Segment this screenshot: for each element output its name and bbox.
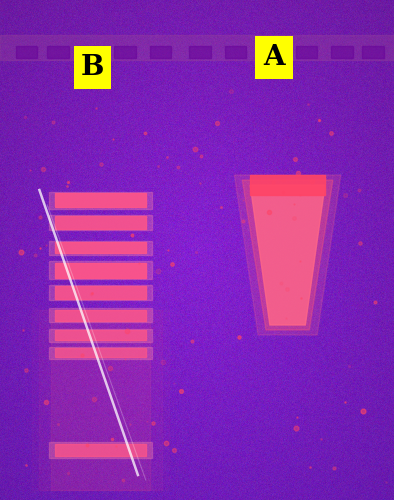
Bar — [225, 46, 246, 58]
Bar — [55, 193, 146, 207]
Polygon shape — [242, 180, 333, 330]
Bar — [32, 310, 169, 490]
Polygon shape — [234, 175, 341, 335]
Bar — [49, 214, 152, 230]
Bar — [55, 330, 146, 340]
Bar — [114, 46, 136, 58]
Bar — [255, 36, 292, 78]
Bar — [189, 46, 211, 58]
Bar — [296, 46, 317, 58]
Bar — [49, 442, 152, 458]
Text: A: A — [263, 44, 284, 71]
Bar — [55, 348, 146, 357]
Bar — [362, 46, 384, 58]
Bar — [16, 46, 37, 58]
Bar — [49, 328, 152, 342]
Bar — [55, 262, 146, 278]
Bar — [0, 35, 394, 60]
Bar — [49, 261, 152, 279]
Bar — [260, 46, 282, 58]
Bar — [150, 46, 171, 58]
Bar — [55, 444, 146, 456]
Bar — [49, 192, 152, 208]
Bar — [55, 242, 146, 253]
Polygon shape — [250, 185, 325, 325]
Bar — [49, 308, 152, 322]
Bar — [250, 175, 325, 195]
Bar — [47, 46, 69, 58]
Bar — [74, 46, 111, 89]
Bar — [55, 216, 146, 228]
Bar — [79, 46, 100, 58]
Bar — [55, 310, 146, 320]
Bar — [55, 286, 146, 299]
Text: B: B — [81, 54, 104, 81]
Bar — [51, 310, 150, 490]
Bar — [49, 346, 152, 358]
Bar — [49, 285, 152, 300]
Bar — [49, 240, 152, 254]
Bar — [331, 46, 353, 58]
Bar — [39, 310, 162, 490]
